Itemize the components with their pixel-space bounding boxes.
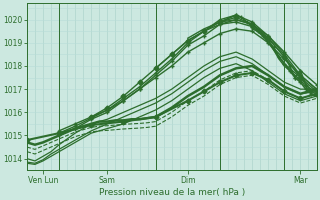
X-axis label: Pression niveau de la mer( hPa ): Pression niveau de la mer( hPa ) — [99, 188, 245, 197]
